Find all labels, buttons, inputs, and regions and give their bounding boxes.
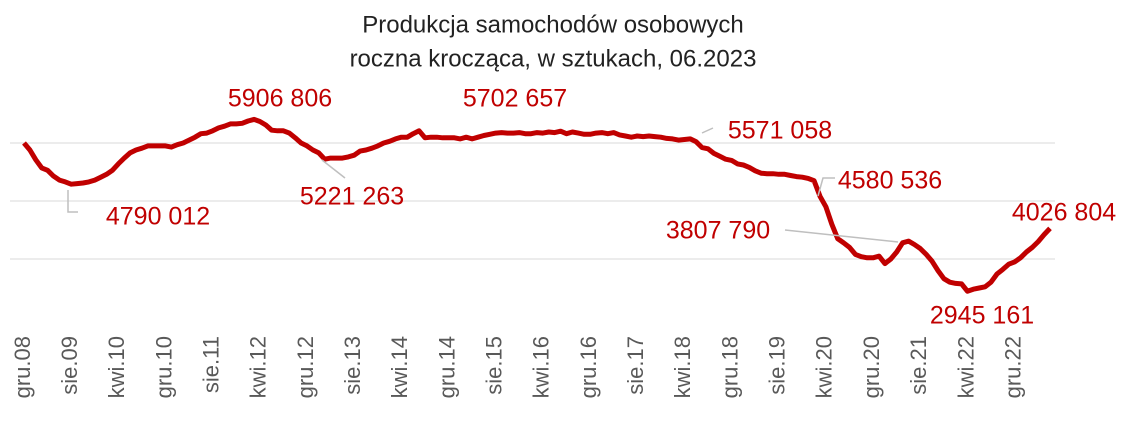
x-tick-label: kwi.14	[387, 336, 412, 398]
data-label: 4790 012	[106, 203, 210, 231]
x-tick-label: kwi.22	[953, 336, 978, 398]
x-tick-label: sie.15	[482, 336, 507, 395]
leader-line	[817, 177, 835, 197]
x-tick-label: gru.12	[293, 336, 318, 398]
data-label: 5702 657	[463, 85, 567, 113]
leader-line	[784, 229, 899, 243]
leader-line	[321, 159, 346, 179]
x-tick-label: gru.08	[10, 336, 35, 398]
x-tick-label: sie.19	[765, 336, 790, 395]
x-tick-label: kwi.18	[670, 336, 695, 398]
x-tick-label: kwi.20	[812, 336, 837, 398]
x-tick-label: sie.21	[906, 336, 931, 395]
data-line	[22, 116, 1052, 294]
x-tick-label: sie.17	[623, 336, 648, 395]
x-tick-label: kwi.16	[529, 336, 554, 398]
data-label: 5906 806	[228, 85, 332, 113]
leader-line	[701, 127, 714, 134]
leader-line	[67, 190, 78, 213]
data-label: 5221 263	[300, 183, 404, 211]
x-tick-label: kwi.10	[104, 336, 129, 398]
data-label: 4026 804	[1012, 199, 1116, 227]
chart-subtitle: roczna krocząca, w sztukach, 06.2023	[350, 45, 757, 72]
x-tick-label: gru.10	[151, 336, 176, 398]
data-label: 5571 058	[728, 117, 832, 145]
data-label: 4580 536	[838, 167, 942, 195]
x-tick-label: sie.11	[199, 336, 224, 393]
data-label: 3807 790	[666, 217, 770, 245]
x-tick-label: sie.13	[340, 336, 365, 395]
x-tick-label: kwi.12	[246, 336, 271, 398]
x-tick-label: gru.16	[576, 336, 601, 398]
x-tick-label: sie.09	[57, 336, 82, 395]
x-tick-label: gru.18	[717, 336, 742, 398]
x-tick-label: gru.20	[859, 336, 884, 398]
data-label: 2945 161	[930, 302, 1034, 330]
chart-title: Produkcja samochodów osobowych	[362, 11, 744, 38]
x-tick-label: gru.22	[1000, 336, 1025, 398]
x-tick-label: gru.14	[434, 336, 459, 398]
